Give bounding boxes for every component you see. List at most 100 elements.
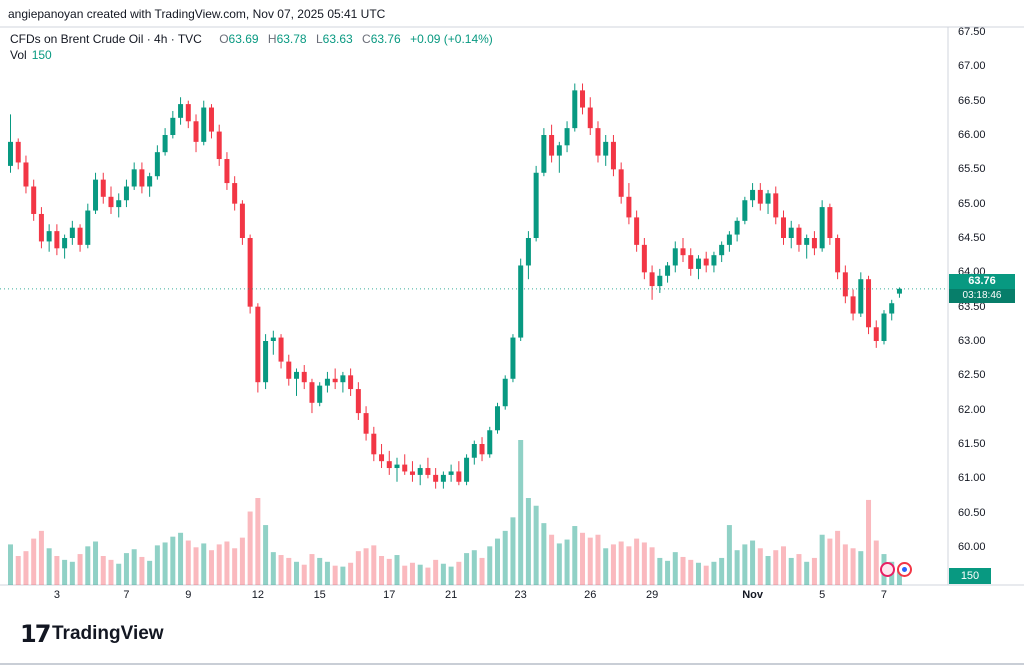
candle [425,468,431,475]
candle [773,193,779,218]
volume-bar [641,542,647,585]
price-axis-label: 65.00 [958,197,986,210]
candle [827,207,833,239]
candle [695,258,701,269]
candle [62,238,68,249]
candle [170,117,176,136]
candle [294,371,300,379]
candle [634,217,640,245]
volume-bar [363,548,369,585]
volume-bar [208,550,214,585]
time-axis-label: 23 [514,589,527,601]
candle [549,135,555,156]
candle [765,193,771,204]
candle [487,430,493,455]
candle [355,389,361,414]
volume-bar [657,557,663,585]
volume-bar [433,559,439,585]
candle [38,213,44,242]
volume-bar [734,550,740,585]
candle [719,244,725,256]
volume-bar [603,548,609,585]
volume-bar [69,561,75,585]
volume-bar [8,544,13,585]
volume-bar [77,554,83,585]
volume-bar [587,537,593,585]
close-value: 63.76 [370,32,401,46]
volume-bar [15,556,21,585]
volume-bar [711,561,717,585]
candle [595,128,601,156]
volume-legend: Vol 150 [10,48,52,62]
candle [866,279,872,328]
volume-bar [239,537,245,585]
volume-bar [781,546,786,585]
volume-bar [680,556,686,585]
candle [15,141,21,163]
candle [340,375,346,383]
candle [750,189,756,201]
time-axis-label: Nov [742,589,763,601]
open-label: O [219,32,229,46]
volume-bar [270,552,276,585]
volume-bar [139,556,145,585]
candle [201,107,207,142]
volume-bar [896,570,902,585]
volume-bar [317,557,323,585]
candle [193,121,199,142]
tradingview-logo-icon[interactable]: 17 [20,620,51,648]
candle [77,227,83,245]
volume-bar [54,556,60,585]
candle [657,275,663,287]
volume-bar [62,559,68,585]
low-label: L [315,32,323,46]
volume-bar [695,562,701,585]
volume-bar [402,565,408,585]
volume-bar [332,565,338,585]
time-axis[interactable]: 3 7 9 12 15 17 21 23 26 29 Nov 5 7 [0,586,948,606]
volume-label: Vol [10,48,27,62]
stamp-icon-red [897,562,912,577]
candle [525,238,531,266]
volume-bar [479,557,485,585]
candle [324,378,330,386]
volume-bar [379,556,385,585]
price-axis-label: 64.50 [958,231,986,244]
candle [703,258,709,266]
candle [580,90,586,108]
price-axis-label: 62.50 [958,369,986,382]
price-axis-label: 67.50 [958,26,986,38]
price-axis-label: 61.50 [958,437,986,450]
price-axis-label: 63.50 [958,300,986,313]
volume-bar [371,545,377,585]
candle [742,200,748,221]
volume-bar [31,538,37,585]
candle [239,203,245,239]
volume-bar [866,499,872,585]
tradingview-brand-name[interactable]: TradingView [52,623,164,644]
price-axis-label: 66.50 [958,94,986,107]
symbol-title: CFDs on Brent Crude Oil · 4h · TVC [10,32,202,46]
candle [116,200,122,208]
price-axis[interactable]: 67.50 67.00 66.50 66.00 65.50 65.00 64.50 64.00… [948,26,1024,585]
high-value: 63.78 [276,32,307,46]
volume-bar [564,539,570,585]
candle [286,361,292,379]
volume-bar [595,534,601,585]
low-value: 63.63 [322,32,353,46]
candle [247,238,253,307]
volume-bar [278,555,284,585]
candle [278,337,284,362]
volume-bar [340,566,346,585]
time-axis-label: 3 [53,589,60,601]
volume-bar [688,559,694,585]
price-axis-label: 60.00 [958,540,986,553]
volume-bar [456,561,462,585]
candle [185,104,191,122]
time-axis-label: 26 [584,589,597,601]
candle [835,238,841,273]
volume-bar [394,555,400,585]
candle [819,207,825,249]
candle [471,444,477,458]
